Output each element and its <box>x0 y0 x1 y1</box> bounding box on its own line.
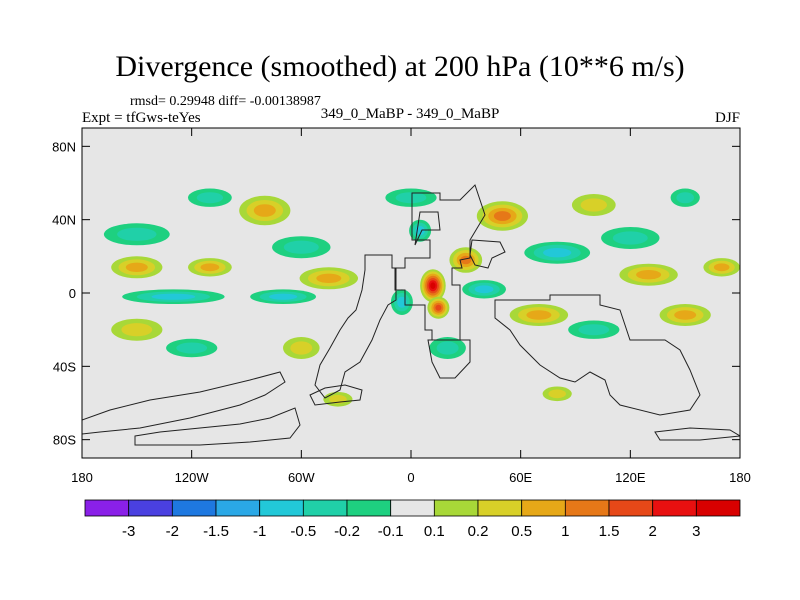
case-label: 349_0_MaBP - 349_0_MaBP <box>320 106 500 122</box>
y-tick-label: 40S <box>53 359 76 374</box>
colorbar-label: -1.5 <box>203 523 229 540</box>
y-tick-label: 0 <box>69 286 76 301</box>
colorbar-label: 2 <box>649 523 657 540</box>
contour-22-2 <box>151 293 196 300</box>
contour-5-2 <box>125 262 148 272</box>
colorbar-swatch <box>564 499 610 517</box>
colorbar-swatch <box>477 499 523 517</box>
colorbar-label: 0.5 <box>511 523 532 540</box>
x-axis: 180 120W 60W 0 60E 120E 180 <box>71 128 751 485</box>
contour-10-1 <box>580 198 607 212</box>
colorbar-swatch <box>302 499 348 517</box>
colorbar-label: -2 <box>166 523 179 540</box>
contour-7-2 <box>636 270 662 280</box>
antarctic-outline-3 <box>309 384 363 406</box>
colorbar-swatch <box>128 499 173 517</box>
x-tick-label: 60E <box>509 470 532 485</box>
stats-label: rmsd= 0.29948 diff= -0.00138987 <box>130 94 321 109</box>
contour-12-2 <box>674 310 697 320</box>
colorbar: -3 -2 -1.5 -1 -0.5 -0.2 -0.1 0.1 0.2 0.5 1 1.5 2 3 <box>84 499 741 540</box>
contour-25-1 <box>283 240 319 254</box>
colorbar-label: 1.5 <box>599 523 620 540</box>
continent-outlines <box>82 184 740 446</box>
x-tick-label: 180 <box>71 470 93 485</box>
x-tick-label: 0 <box>407 470 414 485</box>
contour-11-2 <box>526 310 552 320</box>
contour-13-1 <box>121 323 153 337</box>
colorbar-swatch <box>84 499 130 517</box>
chart-title: Divergence (smoothed) at 200 hPa (10**6 … <box>115 50 685 83</box>
colorbar-label: 0.1 <box>424 523 445 540</box>
contour-29-1 <box>578 324 610 336</box>
arabia-outline <box>469 239 506 269</box>
contour-20-2 <box>543 248 572 258</box>
colorbar-label: 3 <box>692 523 700 540</box>
x-tick-label: 60W <box>288 470 315 485</box>
antarctic-outline-2 <box>134 407 301 446</box>
season-label: DJF <box>714 110 740 126</box>
europe-outline <box>414 211 441 246</box>
experiment-label: Expt = tfGws-teYes <box>82 110 201 126</box>
colorbar-label: -1 <box>253 523 266 540</box>
contour-6-2 <box>200 263 220 272</box>
antarctic-outline-4 <box>654 427 740 441</box>
colorbar-swatch <box>171 499 217 517</box>
colorbar-label: 0.2 <box>468 523 489 540</box>
divergence-field <box>103 188 740 407</box>
contour-31-1 <box>436 341 459 355</box>
colorbar-swatch <box>695 499 741 517</box>
contour-26-1 <box>196 192 224 204</box>
contour-2-3 <box>493 211 511 221</box>
contour-24-1 <box>117 227 157 241</box>
contour-16-1 <box>548 389 566 399</box>
colorbar-label: 1 <box>561 523 569 540</box>
y-tick-label: 40N <box>52 213 76 228</box>
contour-4-2 <box>316 273 342 283</box>
colorbar-label: -3 <box>122 523 135 540</box>
contour-28-1 <box>676 192 694 204</box>
x-tick-label: 120E <box>615 470 646 485</box>
contour-0-6 <box>430 282 436 290</box>
colorbar-swatch <box>608 499 654 517</box>
colorbar-swatch <box>346 499 392 517</box>
x-tick-label: 180 <box>729 470 751 485</box>
contour-21-1 <box>612 231 648 245</box>
contour-9-2 <box>253 204 276 217</box>
asia-outline <box>494 294 701 416</box>
contour-23-2 <box>269 293 298 300</box>
colorbar-swatch <box>652 499 697 517</box>
colorbar-swatch <box>215 499 261 517</box>
colorbar-swatch <box>521 499 566 517</box>
colorbar-swatch <box>259 499 304 517</box>
contour-30-1 <box>176 342 208 354</box>
y-tick-label: 80N <box>52 139 76 154</box>
colorbar-label: -0.1 <box>378 523 404 540</box>
y-axis: 80N 40N 0 40S 80S <box>52 139 740 448</box>
contour-19-2 <box>474 285 494 294</box>
colorbar-swatch <box>390 499 435 517</box>
contour-18-2 <box>397 296 407 308</box>
colorbar-swatch <box>433 499 479 517</box>
contour-1-4 <box>435 304 442 311</box>
y-tick-label: 80S <box>53 433 76 448</box>
southern-africa-outline <box>427 339 471 379</box>
contour-14-1 <box>290 341 313 355</box>
antarctic-outline-1 <box>82 371 286 435</box>
southamerica-outline <box>314 254 397 399</box>
x-tick-label: 120W <box>175 470 210 485</box>
contour-27-1 <box>395 192 427 204</box>
colorbar-label: -0.5 <box>290 523 316 540</box>
contour-8-2 <box>713 263 730 272</box>
colorbar-label: -0.2 <box>334 523 360 540</box>
